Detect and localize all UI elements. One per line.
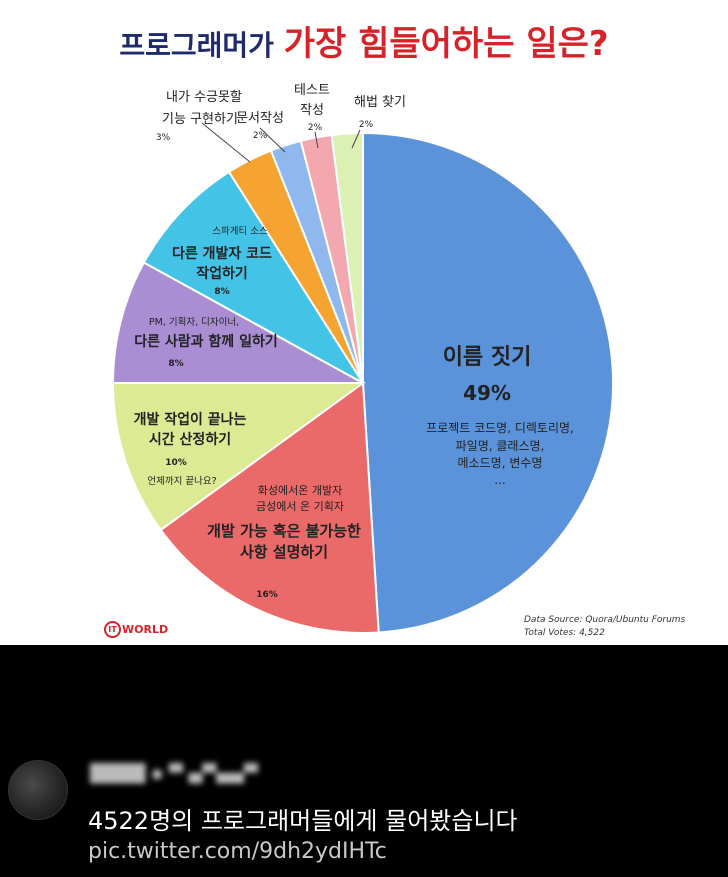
slice-note: 금성에서 온 기획자 bbox=[256, 500, 344, 513]
pie-slice bbox=[111, 261, 364, 384]
slice-label: 해법 찾기 bbox=[354, 95, 406, 110]
leader-line bbox=[314, 131, 319, 149]
slice-value-label: 2% bbox=[359, 120, 374, 130]
pie-slice bbox=[159, 381, 380, 634]
slice-value-label: 8% bbox=[168, 359, 183, 369]
slice-note: 파일명, 클래스명, bbox=[456, 439, 545, 453]
slice-value-label: 2% bbox=[253, 131, 268, 141]
slice-value-label: 49% bbox=[463, 381, 511, 405]
slice-note: PM, 기획자, 디자이너, bbox=[149, 316, 239, 328]
slice-label: 작성 bbox=[300, 103, 324, 118]
poster-image[interactable]: 프로그래머가 가장 힘들어하는 일은? 이름 짓기 49% 프로젝트 코드명, 디렉… bbox=[0, 0, 728, 645]
pie-slice bbox=[330, 131, 364, 384]
pie-slice bbox=[362, 131, 615, 634]
data-source-text: Data Source: Quora/Ubuntu Forums bbox=[524, 615, 686, 625]
tweet: ████ ▪ ▀ ▄▀▄▄▀ 4522명의 프로그래머들에게 물어봤습니다 pi… bbox=[0, 645, 728, 877]
poster-title: 프로그래머가 가장 힘들어하는 일은? bbox=[0, 16, 728, 65]
pie-slice bbox=[142, 170, 364, 384]
slice-label: 작업하기 bbox=[196, 265, 248, 282]
leader-line bbox=[201, 122, 251, 163]
poster-title-part1: 프로그래머가 bbox=[119, 29, 284, 62]
slice-value-label: 2% bbox=[308, 123, 323, 133]
slice-note: 언제까지 끝나요? bbox=[147, 475, 216, 487]
slice-note: 스파게티 소스 bbox=[212, 226, 268, 237]
slice-note: 프로젝트 코드명, 디렉토리명, bbox=[426, 421, 574, 435]
itworld-logo-mark: IT bbox=[104, 620, 121, 638]
author-name[interactable]: ████ ▪ ▀ ▄▀▄▄▀ bbox=[90, 763, 258, 784]
tweet-link[interactable]: pic.twitter.com/9dh2ydIHTc bbox=[88, 839, 387, 864]
pie-chart: 이름 짓기 49% 프로젝트 코드명, 디렉토리명, 파일명, 클래스명, 메소드명, … bbox=[111, 83, 615, 634]
slice-label: 다른 개발자 코드 bbox=[172, 245, 272, 262]
slice-value-label: 10% bbox=[165, 458, 187, 468]
slice-value-label: 8% bbox=[214, 287, 229, 297]
itworld-logo-text: WORLD bbox=[122, 622, 169, 636]
slice-label: 이름 짓기 bbox=[443, 345, 532, 370]
slice-value-label: 16% bbox=[256, 590, 278, 600]
slice-label: 사항 설명하기 bbox=[240, 543, 328, 561]
slice-note: 화성에서온 개발자 bbox=[258, 484, 342, 497]
slice-label: 내가 수긍못할 bbox=[166, 90, 242, 105]
slice-note: ... bbox=[494, 473, 505, 487]
tweet-text: 4522명의 프로그래머들에게 물어봤습니다 bbox=[88, 807, 518, 835]
avatar[interactable] bbox=[8, 760, 68, 820]
slice-label: 다른 사람과 함께 일하기 bbox=[134, 333, 277, 350]
slice-label: 시간 산정하기 bbox=[149, 431, 231, 448]
leader-line bbox=[259, 127, 286, 153]
slice-label: 기능 구현하기 bbox=[162, 112, 238, 127]
slice-label: 개발 가능 혹은 불가능한 bbox=[207, 522, 361, 540]
data-source-note: Data Source: Quora/Ubuntu Forums Total V… bbox=[524, 614, 685, 640]
slice-note: 메소드명, 변수명 bbox=[458, 456, 543, 470]
slice-label: 개발 작업이 끝나는 bbox=[134, 411, 247, 428]
slice-label: 문서작성 bbox=[236, 111, 284, 126]
total-votes-text: Total Votes: 4,522 bbox=[524, 628, 605, 638]
itworld-logo: IT WORLD bbox=[104, 619, 168, 639]
slice-value-label: 3% bbox=[156, 133, 171, 143]
poster-title-part2: 가장 힘들어하는 일은? bbox=[283, 24, 609, 64]
leader-line bbox=[351, 129, 361, 149]
pie-slice bbox=[111, 382, 367, 532]
slice-label: 테스트 bbox=[294, 83, 330, 98]
